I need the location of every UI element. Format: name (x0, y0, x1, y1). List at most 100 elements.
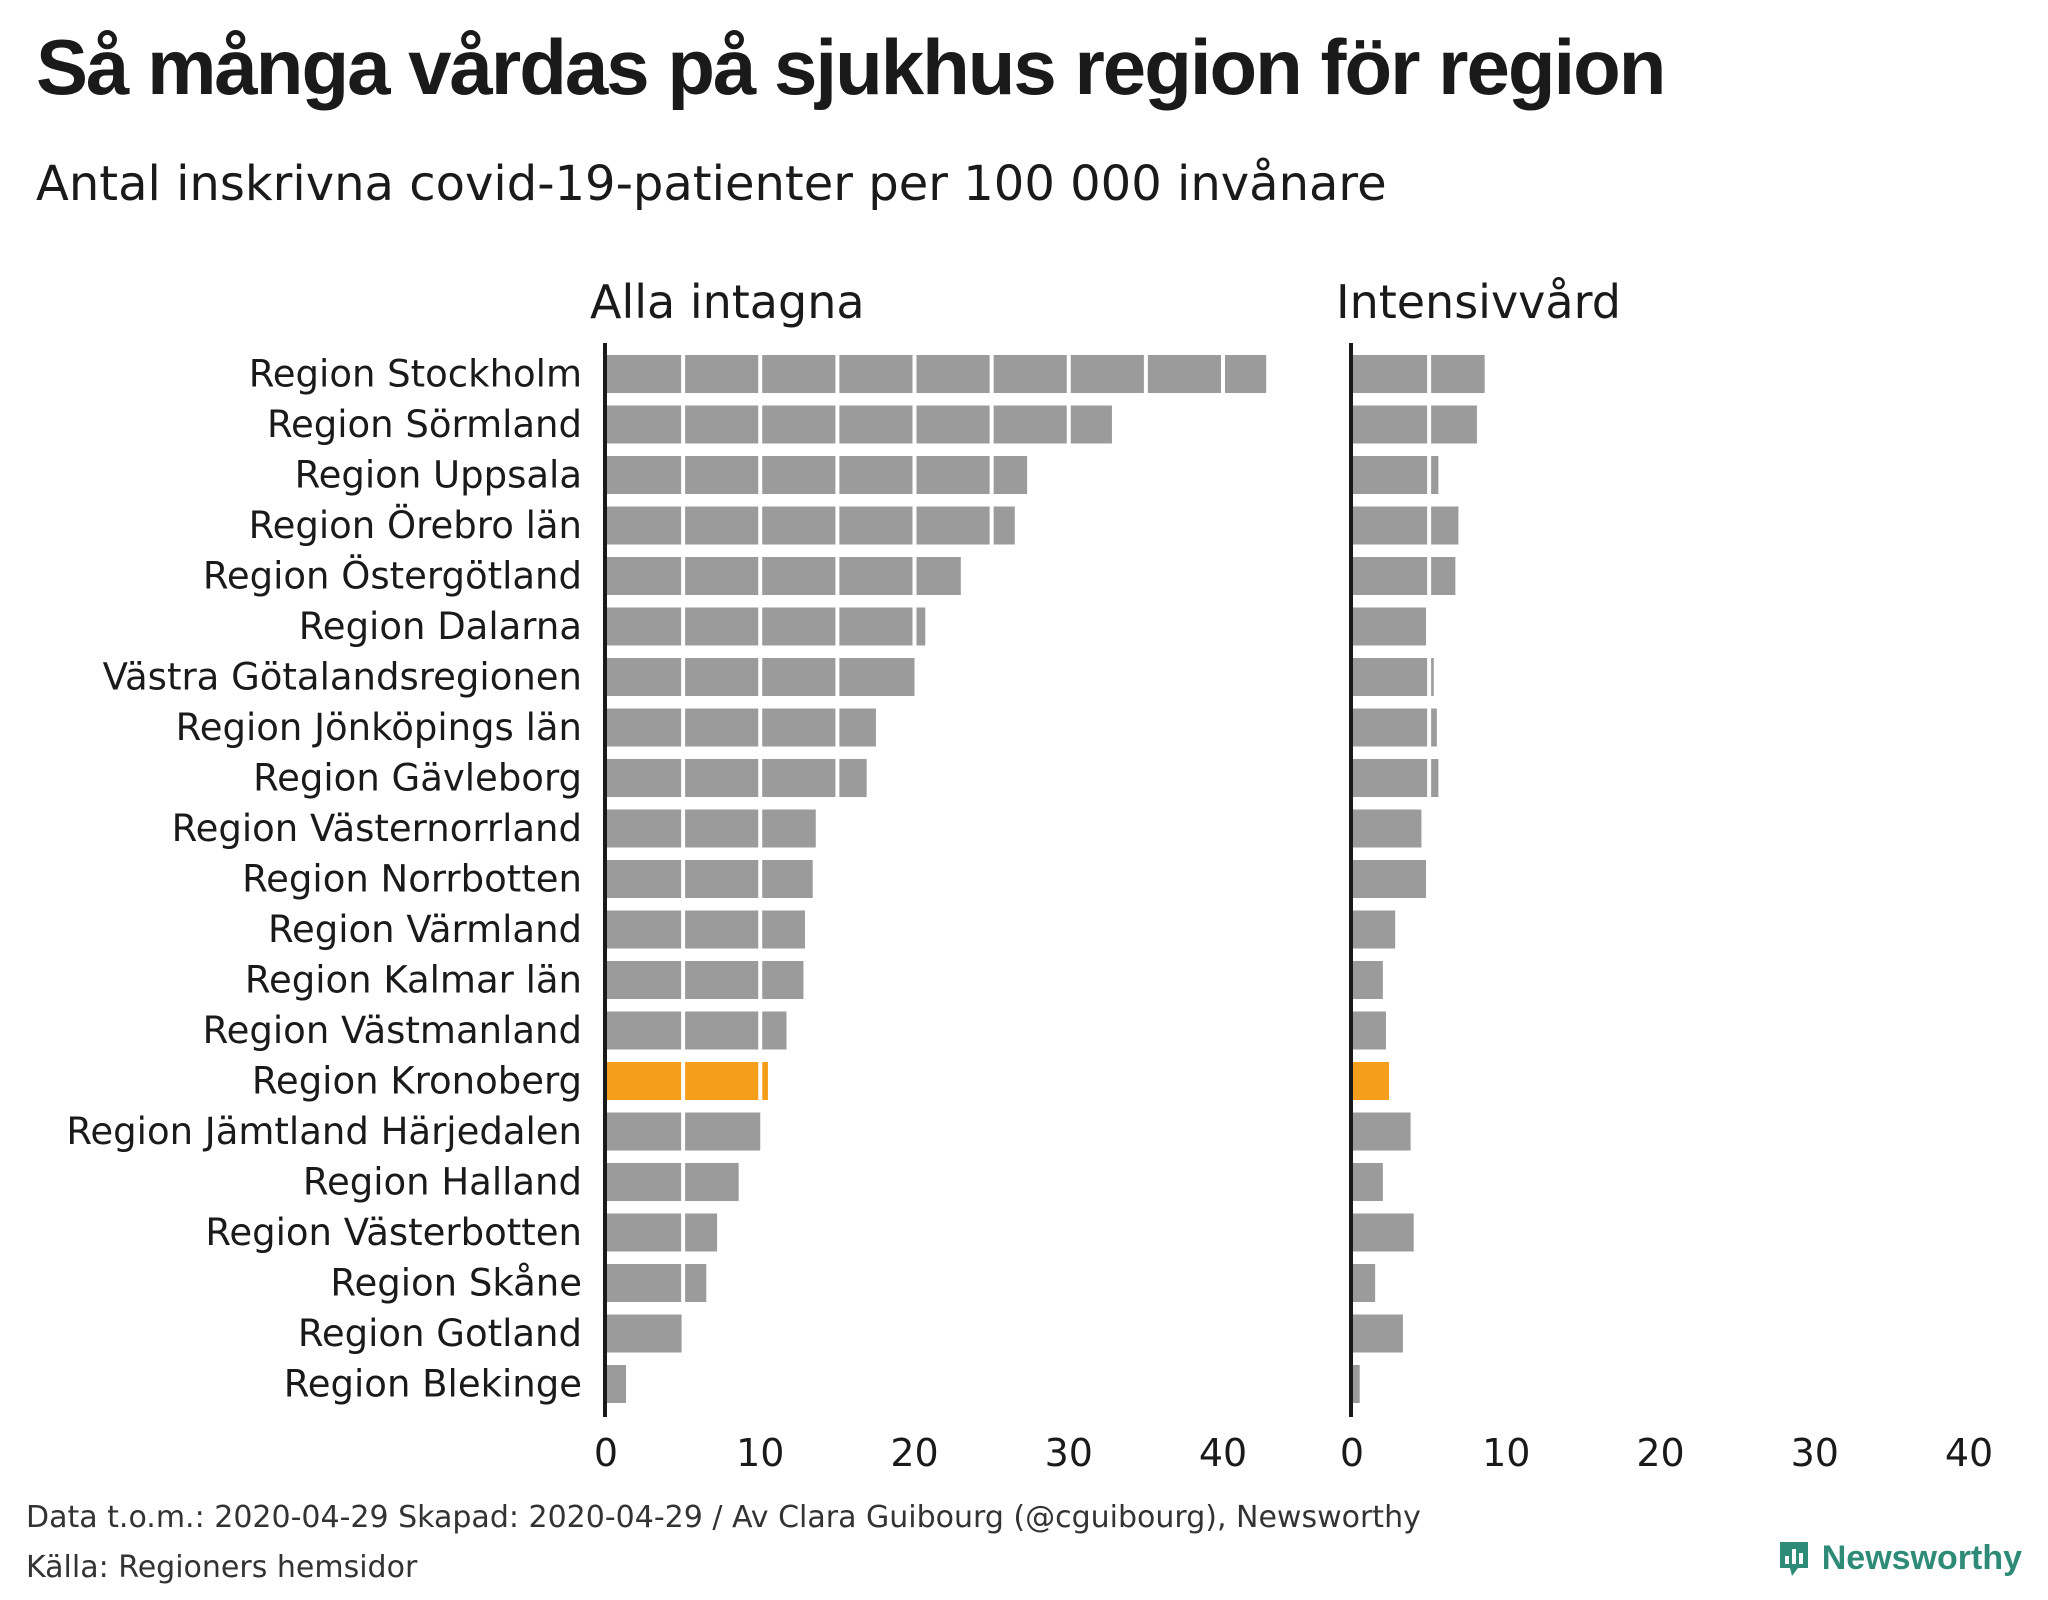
bar-segment (685, 658, 759, 696)
bar-segment (607, 1213, 682, 1252)
bar-segment (685, 355, 759, 393)
category-label-region-skane: Region Skåne (330, 1262, 582, 1305)
bar-segment (762, 708, 836, 747)
category-label-region-kalmar-lan: Region Kalmar län (245, 959, 582, 1002)
bar-segment (839, 405, 913, 444)
bar-segment (685, 506, 759, 545)
newsworthy-logo: Newsworthy (1776, 1538, 2022, 1578)
logo-text: Newsworthy (1821, 1538, 2022, 1577)
bar-intensivvard-region-sormland (1353, 405, 1477, 444)
bar-segment (1431, 759, 1439, 797)
bar-segment (607, 809, 682, 848)
bar-alla-intagna-region-halland (607, 1163, 739, 1201)
bar-segment (607, 607, 682, 646)
bar-segment (1353, 1112, 1411, 1151)
bar-segment (607, 405, 682, 444)
bar-segment (1353, 759, 1428, 797)
bar-alla-intagna-region-skane (607, 1264, 707, 1302)
bar-segment (685, 809, 759, 848)
bar-segment (685, 708, 759, 747)
newsworthy-bar-icon (1779, 1542, 1808, 1576)
bar-segment (1431, 355, 1485, 393)
bar-segment (916, 405, 990, 444)
bar-segment (685, 456, 759, 494)
category-label-region-vastmanland: Region Västmanland (203, 1009, 582, 1052)
bar-segment (762, 658, 836, 696)
tick-label-intensivvard-30: 30 (1791, 1431, 1839, 1475)
bar-alla-intagna-region-kalmar-lan (607, 961, 804, 999)
bar-segment (762, 1062, 768, 1100)
bar-segment (916, 506, 990, 545)
bar-segment (762, 557, 836, 595)
bar-alla-intagna-region-ostergotland (607, 557, 961, 595)
bar-alla-intagna-vastra-gotalandsregionen (607, 658, 915, 696)
bar-segment (607, 1365, 627, 1403)
bar-segment (607, 759, 682, 797)
bar-segment (1431, 456, 1439, 494)
bar-segment (685, 1163, 739, 1201)
bar-segment (1353, 506, 1428, 545)
bar-intensivvard-region-gotland (1353, 1314, 1403, 1353)
bar-segment (762, 506, 836, 545)
bar-segment (993, 456, 1028, 494)
bar-chart: Region Stockholm Region Sörmland Region Up… (66, 275, 1993, 1475)
bar-segment (607, 1011, 682, 1050)
bar-segment (607, 456, 682, 494)
chart-subtitle: Antal inskrivna covid-19-patienter per 1… (36, 156, 1387, 212)
bar-segment (685, 607, 759, 646)
bar-segment (762, 759, 836, 797)
bar-segment (1431, 405, 1477, 444)
bar-segment (762, 355, 836, 393)
bar-alla-intagna-region-sormland (607, 405, 1112, 444)
bar-segment (1353, 860, 1427, 898)
bar-alla-intagna-region-blekinge (607, 1365, 627, 1403)
bar-segment (993, 405, 1067, 444)
bar-intensivvard-vastra-gotalandsregionen (1353, 658, 1434, 696)
bar-segment (839, 658, 915, 696)
category-label-region-gavleborg: Region Gävleborg (253, 757, 582, 800)
category-label-region-norrbotten: Region Norrbotten (242, 858, 582, 901)
bar-alla-intagna-region-vastmanland (607, 1011, 787, 1050)
bar-segment (1431, 557, 1456, 595)
tick-label-alla-intagna-40: 40 (1199, 1431, 1247, 1475)
bar-alla-intagna-region-gavleborg (607, 759, 867, 797)
bar-intensivvard-region-gavleborg (1353, 759, 1439, 797)
bar-intensivvard-region-varmland (1353, 910, 1396, 949)
bar-segment (993, 355, 1067, 393)
bar-segment (1353, 1011, 1386, 1050)
bar-segment (762, 405, 836, 444)
bar-segment (1353, 405, 1428, 444)
bar-intensivvard-region-jamtland-harjedalen (1353, 1112, 1411, 1151)
bar-intensivvard-region-uppsala (1353, 456, 1439, 494)
bar-segment (607, 506, 682, 545)
bar-segment (1353, 355, 1428, 393)
category-label-region-uppsala: Region Uppsala (295, 454, 582, 497)
bar-segment (1353, 1163, 1383, 1201)
bar-segment (607, 1062, 682, 1100)
bar-segment (1431, 658, 1434, 696)
bar-segment (607, 557, 682, 595)
bar-segment (1070, 405, 1112, 444)
bar-intensivvard-region-vasternorrland (1353, 809, 1422, 848)
bar-segment (607, 1264, 682, 1302)
bar-intensivvard-region-halland (1353, 1163, 1383, 1201)
bar-segment (685, 759, 759, 797)
bar-segment (607, 1163, 682, 1201)
category-label-region-jamtland-harjedalen: Region Jämtland Härjedalen (66, 1110, 582, 1153)
category-label-region-jonkopings-lan: Region Jönköpings län (176, 706, 582, 749)
bar-segment (1353, 1264, 1376, 1302)
bar-alla-intagna-region-norrbotten (607, 860, 813, 898)
bar-alla-intagna-region-varmland (607, 910, 805, 949)
bar-segment (1353, 809, 1422, 848)
category-label-vastra-gotalandsregionen: Västra Götalandsregionen (103, 656, 582, 699)
category-label-region-stockholm: Region Stockholm (249, 353, 582, 396)
tick-label-alla-intagna-30: 30 (1045, 1431, 1093, 1475)
bar-segment (839, 456, 913, 494)
bar-segment (839, 607, 913, 646)
bar-intensivvard-region-vasterbotten (1353, 1213, 1414, 1252)
bar-intensivvard-region-stockholm (1353, 355, 1485, 393)
bar-segment (839, 759, 867, 797)
bar-segment (685, 1062, 759, 1100)
bar-segment (607, 658, 682, 696)
panel-title-intensivvard: Intensivvård (1336, 275, 1621, 329)
